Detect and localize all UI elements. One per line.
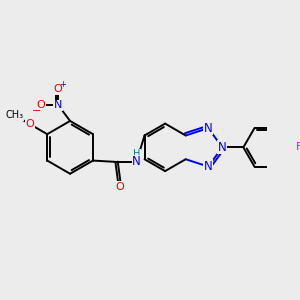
Text: N: N xyxy=(204,160,213,173)
Text: N: N xyxy=(54,100,62,110)
Text: N: N xyxy=(132,155,141,168)
Text: N: N xyxy=(218,141,226,154)
Text: O: O xyxy=(37,100,45,110)
Text: O: O xyxy=(54,84,63,94)
Text: O: O xyxy=(26,119,34,129)
Text: −: − xyxy=(32,106,41,116)
Text: CH₃: CH₃ xyxy=(5,110,23,120)
Text: N: N xyxy=(204,122,213,135)
Text: F: F xyxy=(296,142,300,152)
Text: +: + xyxy=(59,80,66,89)
Text: O: O xyxy=(115,182,124,192)
Text: H: H xyxy=(133,149,140,160)
